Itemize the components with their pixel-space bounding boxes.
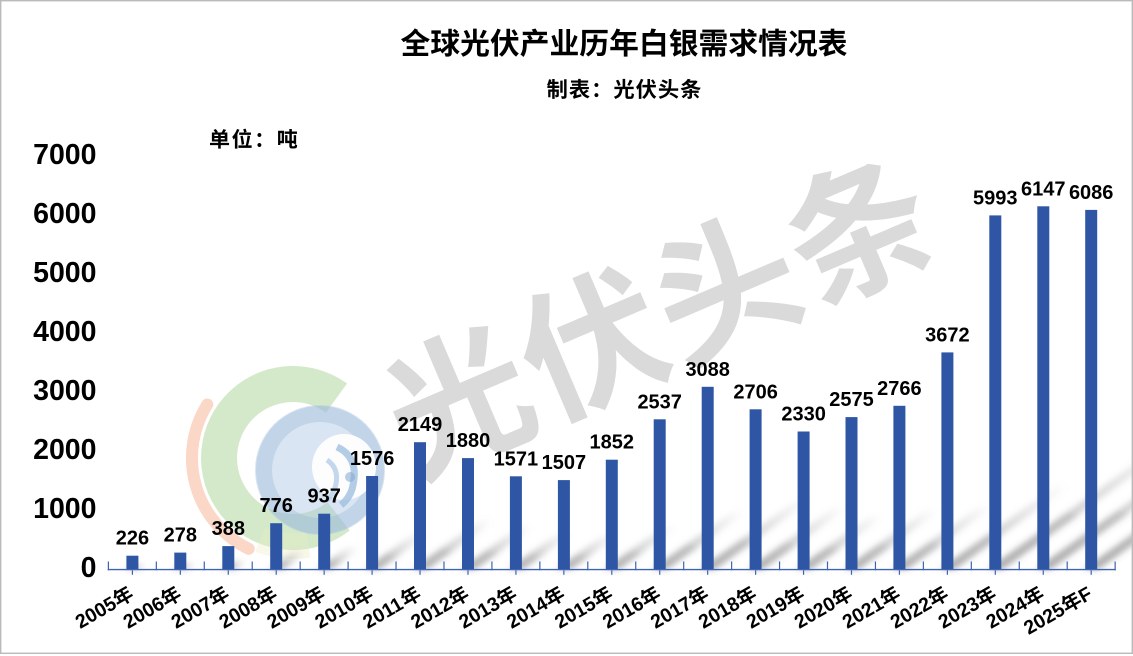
svg-text:2149: 2149 xyxy=(398,414,443,436)
svg-text:278: 278 xyxy=(164,525,197,547)
svg-text:6086: 6086 xyxy=(1069,182,1114,204)
svg-text:1571: 1571 xyxy=(494,448,539,470)
svg-text:0: 0 xyxy=(81,552,97,584)
svg-text:2575: 2575 xyxy=(829,389,874,411)
svg-text:937: 937 xyxy=(308,486,341,508)
svg-text:1000: 1000 xyxy=(33,493,96,525)
svg-text:1852: 1852 xyxy=(590,432,635,454)
svg-text:388: 388 xyxy=(212,518,245,540)
svg-text:2330: 2330 xyxy=(781,404,826,426)
svg-text:3088: 3088 xyxy=(685,359,730,381)
svg-text:1880: 1880 xyxy=(446,430,491,452)
svg-text:2000: 2000 xyxy=(33,434,96,466)
svg-text:3000: 3000 xyxy=(33,375,96,407)
svg-text:4000: 4000 xyxy=(33,316,96,348)
svg-text:7000: 7000 xyxy=(33,139,96,171)
svg-text:3672: 3672 xyxy=(925,324,970,346)
svg-text:2766: 2766 xyxy=(877,378,922,400)
svg-text:776: 776 xyxy=(260,495,293,517)
svg-text:1507: 1507 xyxy=(542,452,587,474)
svg-text:5000: 5000 xyxy=(33,257,96,289)
svg-text:226: 226 xyxy=(116,528,149,550)
svg-text:2537: 2537 xyxy=(637,391,682,413)
svg-text:6147: 6147 xyxy=(1021,178,1066,200)
svg-text:2706: 2706 xyxy=(733,381,778,403)
svg-text:1576: 1576 xyxy=(350,448,395,470)
svg-text:5993: 5993 xyxy=(973,187,1018,209)
svg-text:6000: 6000 xyxy=(33,198,96,230)
